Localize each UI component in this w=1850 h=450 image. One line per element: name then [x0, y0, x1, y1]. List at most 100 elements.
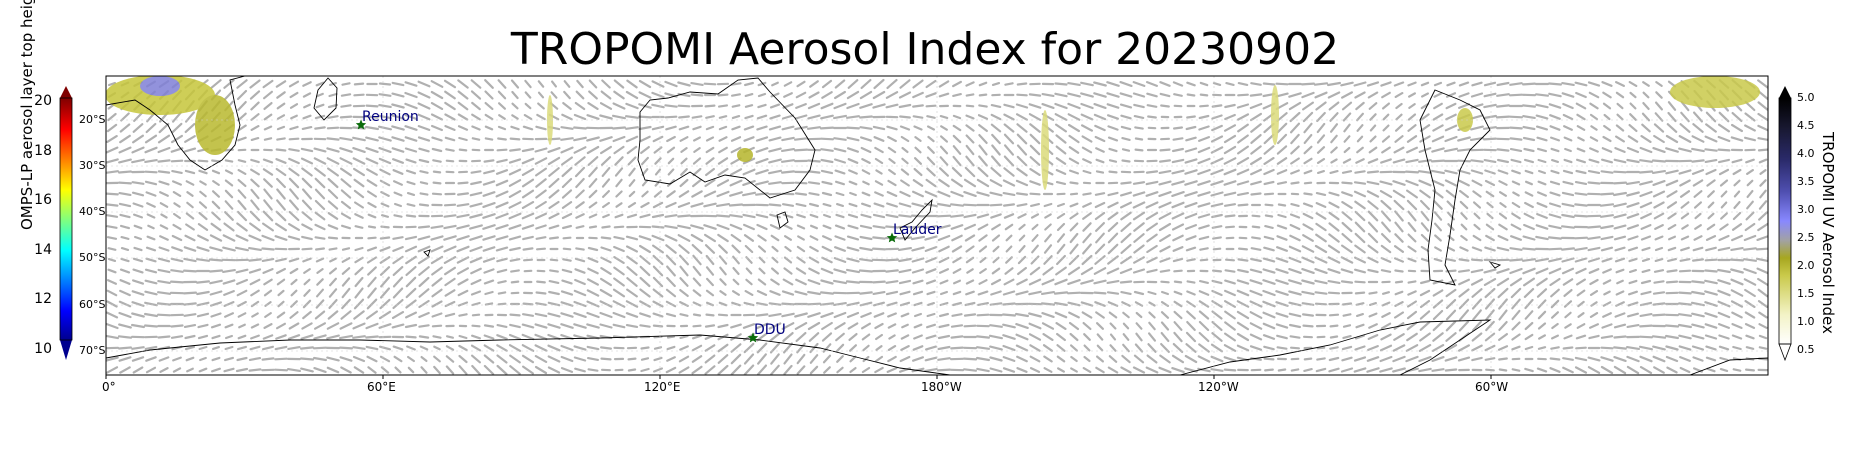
- wind-arrow: [1093, 92, 1107, 98]
- wind-arrow: [469, 191, 483, 197]
- wind-arrow: [795, 278, 807, 286]
- wind-arrow: [1405, 344, 1419, 352]
- wind-arrow: [1460, 223, 1468, 231]
- wind-arrow: [978, 144, 988, 156]
- wind-arrow: [534, 333, 548, 341]
- wind-arrow: [1341, 356, 1353, 362]
- wind-arrow: [1224, 103, 1236, 109]
- wind-arrow: [1186, 321, 1196, 331]
- wind-arrow: [820, 148, 834, 152]
- wind-arrow: [379, 246, 391, 252]
- wind-arrow: [159, 191, 169, 197]
- wind-arrow: [1444, 356, 1458, 362]
- wind-arrow: [1471, 320, 1483, 332]
- wind-arrow: [118, 158, 132, 164]
- wind-arrow: [198, 211, 208, 221]
- wind-arrow: [1602, 268, 1612, 274]
- wind-arrow: [1171, 147, 1185, 153]
- wind-arrow: [1679, 356, 1691, 362]
- wind-arrow: [1744, 112, 1756, 122]
- wind-arrow: [743, 234, 755, 242]
- wind-arrow: [926, 125, 936, 131]
- wind-arrow: [1316, 170, 1326, 174]
- wind-arrow: [924, 368, 938, 372]
- wind-arrow: [924, 356, 938, 362]
- wind-arrow: [1394, 221, 1404, 233]
- wind-arrow: [703, 82, 717, 86]
- wind-arrow: [536, 113, 546, 121]
- wind-arrow: [1354, 280, 1366, 284]
- wind-arrow: [573, 356, 587, 362]
- wind-arrow: [1549, 125, 1561, 131]
- wind-arrow: [755, 169, 769, 175]
- wind-arrow: [509, 354, 521, 364]
- wind-arrow: [1040, 302, 1056, 306]
- wind-arrow: [444, 266, 456, 276]
- wind-arrow: [1368, 291, 1378, 295]
- wind-arrow: [1186, 258, 1196, 262]
- wind-arrow: [1290, 203, 1300, 207]
- wind-arrow: [978, 245, 988, 253]
- wind-arrow: [224, 189, 234, 199]
- wind-arrow: [196, 246, 210, 252]
- wind-arrow: [417, 113, 431, 121]
- wind-arrow: [666, 345, 676, 351]
- wind-arrow: [1016, 82, 1028, 86]
- wind-arrow: [1366, 170, 1380, 174]
- wind-arrow: [1483, 92, 1497, 98]
- wind-arrow: [106, 146, 119, 154]
- wind-arrow: [131, 290, 145, 296]
- wind-arrow: [1652, 147, 1666, 153]
- wind-arrow: [992, 256, 1000, 264]
- wind-arrow: [820, 102, 834, 110]
- wind-arrow: [950, 224, 964, 230]
- wind-arrow: [1288, 301, 1302, 307]
- wind-arrow: [418, 335, 430, 339]
- wind-arrow: [1432, 309, 1444, 321]
- wind-arrow: [392, 236, 404, 240]
- wind-arrow: [276, 125, 286, 131]
- wind-arrow: [964, 234, 976, 242]
- wind-arrow: [1289, 223, 1301, 231]
- wind-arrow: [1249, 300, 1263, 308]
- wind-arrow: [1705, 345, 1717, 351]
- wind-arrow: [1560, 225, 1576, 229]
- wind-arrow: [796, 213, 806, 219]
- wind-arrow: [781, 114, 795, 120]
- wind-arrow: [404, 81, 418, 87]
- wind-arrow: [950, 178, 964, 188]
- wind-arrow: [1523, 147, 1535, 153]
- wind-arrow: [692, 277, 702, 287]
- wind-arrow: [601, 201, 611, 209]
- wind-arrow: [1340, 256, 1354, 264]
- wind-arrow: [1120, 232, 1132, 244]
- wind-arrow: [1733, 190, 1741, 198]
- wind-arrow: [1171, 169, 1185, 175]
- wind-arrow: [807, 290, 821, 296]
- wind-arrow: [521, 323, 535, 329]
- wind-arrow: [1029, 367, 1041, 373]
- wind-arrow: [692, 301, 702, 307]
- wind-arrow: [392, 266, 404, 276]
- wind-arrow: [1367, 334, 1379, 340]
- wind-arrow: [1600, 158, 1614, 164]
- wind-arrow: [392, 158, 404, 164]
- wind-arrow: [1030, 213, 1040, 219]
- wind-arrow: [901, 323, 909, 329]
- latitude-label: 70°S: [79, 344, 106, 357]
- wind-arrow: [1263, 345, 1275, 351]
- wind-arrow: [562, 247, 572, 251]
- wind-arrow: [184, 169, 196, 175]
- wind-arrow: [861, 191, 871, 197]
- wind-arrow: [1016, 278, 1028, 286]
- wind-arrow: [1511, 169, 1521, 175]
- wind-arrow: [1755, 257, 1768, 263]
- wind-arrow: [1069, 192, 1079, 196]
- wind-arrow: [1301, 256, 1315, 264]
- wind-arrow: [443, 245, 457, 253]
- wind-arrow: [1536, 136, 1548, 142]
- wind-arrow: [586, 136, 600, 142]
- wind-arrow: [679, 136, 689, 142]
- wind-arrow: [757, 245, 767, 253]
- wind-arrow: [965, 256, 975, 264]
